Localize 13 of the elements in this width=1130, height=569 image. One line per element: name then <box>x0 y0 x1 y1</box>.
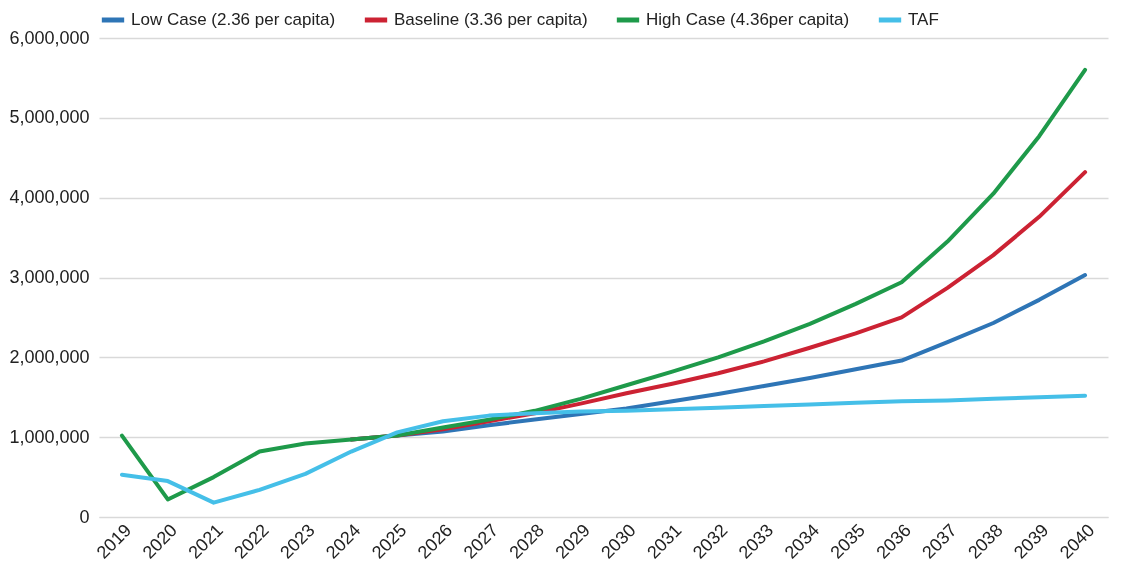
line-series <box>119 67 1088 502</box>
y-tick-label: 2,000,000 <box>9 346 90 367</box>
legend-label: High Case (4.36per capita) <box>646 10 850 29</box>
y-tick-label: 4,000,000 <box>9 187 90 208</box>
legend-label: Baseline (3.36 per capita) <box>394 10 588 29</box>
y-tick-label: 0 <box>79 506 90 527</box>
y-tick-label: 1,000,000 <box>9 426 90 447</box>
legend-label: Low Case (2.36 per capita) <box>131 10 336 29</box>
y-tick-label: 3,000,000 <box>9 267 90 287</box>
legend-label: TAF <box>908 10 939 29</box>
line-series <box>119 393 1088 505</box>
y-tick-label: 6,000,000 <box>9 27 90 48</box>
y-tick-label: 5,000,000 <box>9 107 90 128</box>
